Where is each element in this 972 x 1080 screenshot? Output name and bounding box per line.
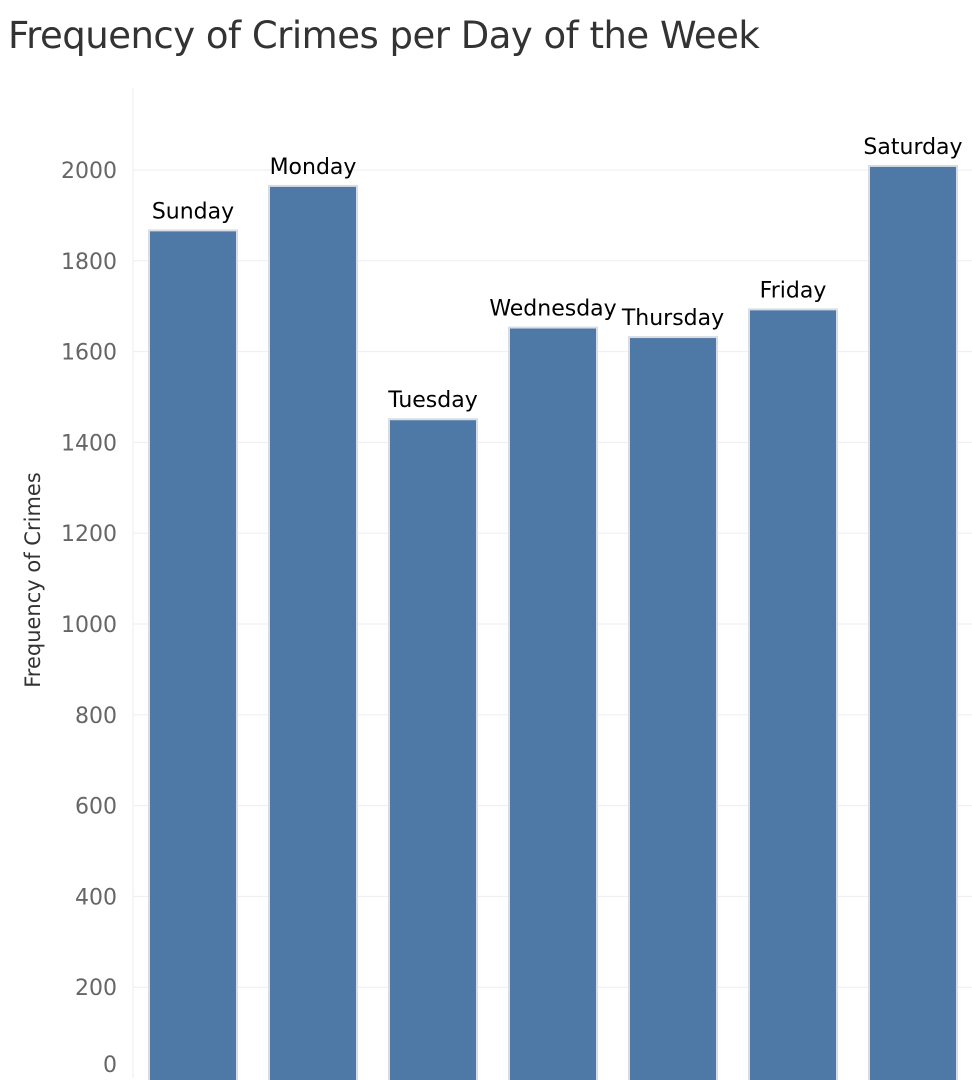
y-tick-label: 1200 [61, 522, 117, 547]
bar-label-monday: Monday [270, 155, 357, 180]
y-tick-label: 200 [75, 976, 117, 1001]
y-tick-label: 600 [75, 795, 117, 820]
y-tick-label: 1000 [61, 613, 117, 638]
y-tick-label: 400 [75, 885, 117, 910]
y-tick-label: 1400 [61, 431, 117, 456]
bar-label-thursday: Thursday [621, 306, 724, 331]
bar-labels: Sunday Monday Tuesday Wednesday Thursday Frid… [152, 135, 963, 413]
bar-label-sunday: Sunday [152, 199, 234, 224]
y-axis-ticks: 0 200 400 600 800 1000 1200 1400 1600 1800 2000 [61, 159, 117, 1078]
y-tick-label: 1800 [61, 250, 117, 275]
y-tick-label: 1600 [61, 341, 117, 366]
y-tick-label: 0 [103, 1053, 117, 1078]
bar-wednesday[interactable] [508, 326, 598, 1080]
bar-monday[interactable] [268, 184, 358, 1080]
bar-label-tuesday: Tuesday [387, 388, 478, 413]
bars [148, 164, 958, 1080]
bar-label-wednesday: Wednesday [489, 297, 616, 322]
y-tick-label: 2000 [61, 159, 117, 184]
chart-title: Frequency of Crimes per Day of the Week [8, 14, 760, 57]
bar-label-saturday: Saturday [863, 135, 962, 160]
bar-tuesday[interactable] [388, 418, 478, 1080]
bar-saturday[interactable] [868, 164, 958, 1080]
bar-label-friday: Friday [760, 278, 827, 303]
y-axis-title: Frequency of Crimes [21, 472, 45, 688]
y-tick-label: 800 [75, 704, 117, 729]
bar-sunday[interactable] [148, 229, 238, 1080]
bar-thursday[interactable] [628, 336, 718, 1080]
bar-friday[interactable] [748, 308, 838, 1080]
